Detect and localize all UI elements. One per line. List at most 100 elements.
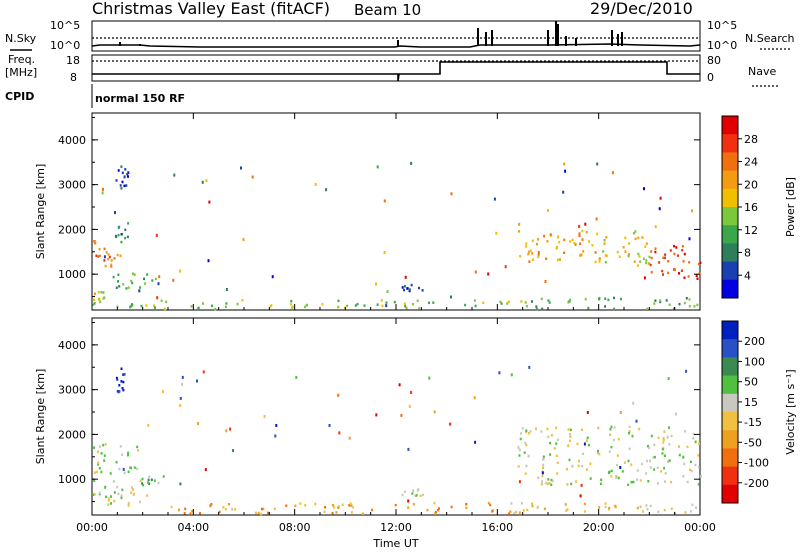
echo-cell — [566, 508, 569, 511]
echo-cell — [649, 459, 651, 463]
echo-cell — [668, 443, 671, 446]
echo-cell — [464, 303, 467, 307]
echo-cell — [546, 482, 549, 486]
colorbar-bin — [722, 279, 738, 299]
echo-cell — [354, 304, 357, 307]
echo-cell — [178, 508, 180, 512]
echo-cell — [683, 252, 686, 256]
echo-cell — [412, 489, 415, 492]
echo-cell — [422, 493, 425, 497]
echo-cell — [105, 251, 108, 254]
echo-cell — [594, 251, 597, 254]
echo-cell — [371, 508, 374, 512]
echo-cell — [450, 505, 453, 509]
colorbar-tick-label: 4 — [744, 269, 751, 282]
echo-cell — [555, 442, 558, 445]
echo-cell — [109, 495, 112, 498]
echo-cell — [123, 184, 126, 188]
echo-cell — [662, 441, 665, 444]
echo-cell — [632, 401, 635, 405]
echo-cell — [682, 455, 685, 459]
echo-cell — [416, 299, 419, 302]
echo-cell — [589, 462, 592, 465]
echo-cell — [499, 300, 502, 304]
echo-cell — [681, 245, 684, 248]
echo-cell — [102, 187, 104, 191]
colorbar-tick-label: 28 — [744, 133, 758, 146]
echo-cell — [610, 475, 613, 478]
echo-cell — [523, 451, 526, 454]
echo-cell — [581, 465, 584, 468]
plot-frame — [91, 112, 701, 311]
colorbar-tick-label: -200 — [744, 477, 769, 490]
echo-cell — [568, 458, 571, 462]
echo-cell — [100, 470, 103, 474]
colorbar-bin — [722, 448, 738, 468]
y-tick-label: 2000 — [58, 223, 86, 236]
echo-cell — [375, 282, 377, 286]
echo-cell — [517, 446, 520, 450]
echo-cell — [546, 208, 549, 212]
echo-cell — [222, 506, 225, 509]
echo-cell — [517, 230, 520, 233]
echo-cell — [118, 285, 121, 288]
echo-cell — [603, 239, 606, 242]
echo-cell — [607, 471, 610, 475]
nsky-tick-bottom: 10^0 — [50, 39, 80, 52]
echo-cell — [550, 478, 553, 482]
echo-cell — [110, 259, 113, 262]
echo-cell — [556, 472, 559, 475]
echo-cell — [598, 297, 601, 300]
echo-cell — [583, 510, 586, 513]
echo-cell — [331, 504, 334, 507]
echo-cell — [410, 390, 413, 394]
echo-cell — [619, 297, 622, 301]
echo-cell — [179, 396, 182, 400]
echo-cell — [130, 279, 133, 283]
echo-cell — [122, 380, 125, 384]
echo-cell — [126, 173, 129, 176]
echo-cell — [146, 494, 149, 497]
echo-cell — [95, 254, 98, 257]
echo-cell — [586, 411, 589, 414]
echo-cell — [654, 225, 657, 229]
echo-cell — [615, 475, 618, 478]
echo-cell — [608, 506, 611, 510]
echo-cell — [438, 507, 440, 510]
echo-cell — [314, 502, 317, 506]
echo-cell — [428, 301, 430, 305]
echo-cell — [204, 468, 207, 472]
echo-cell — [398, 383, 401, 387]
echo-cell — [348, 504, 351, 507]
echo-cell — [542, 458, 545, 461]
echo-cell — [603, 242, 606, 245]
echo-cell — [346, 304, 349, 308]
cpid-value: normal 150 RF — [95, 92, 185, 105]
echo-cell — [613, 426, 616, 429]
echo-cell — [636, 469, 639, 472]
echo-cell — [465, 502, 468, 506]
x-axis-label: Time UT — [372, 537, 418, 550]
echo-cell — [113, 257, 116, 260]
echo-cell — [356, 302, 359, 306]
colorbar-tick-label: 12 — [744, 224, 758, 237]
echo-cell — [465, 506, 468, 510]
echo-cell — [433, 501, 436, 505]
echo-cell — [323, 510, 326, 513]
echo-cell — [569, 439, 572, 443]
echo-cell — [105, 495, 108, 499]
echo-cell — [518, 480, 521, 484]
echo-cell — [585, 468, 588, 471]
echo-cell — [525, 304, 528, 308]
echo-cell — [549, 453, 552, 456]
echo-cell — [564, 503, 567, 506]
colorbar-tick-label: 15 — [744, 396, 758, 409]
echo-cell — [119, 184, 122, 187]
echo-cell — [529, 249, 532, 252]
echo-cell — [650, 256, 653, 260]
echo-cell — [682, 475, 685, 478]
echo-cell — [596, 232, 599, 236]
echo-cell — [604, 505, 607, 509]
echo-cell — [545, 481, 548, 485]
